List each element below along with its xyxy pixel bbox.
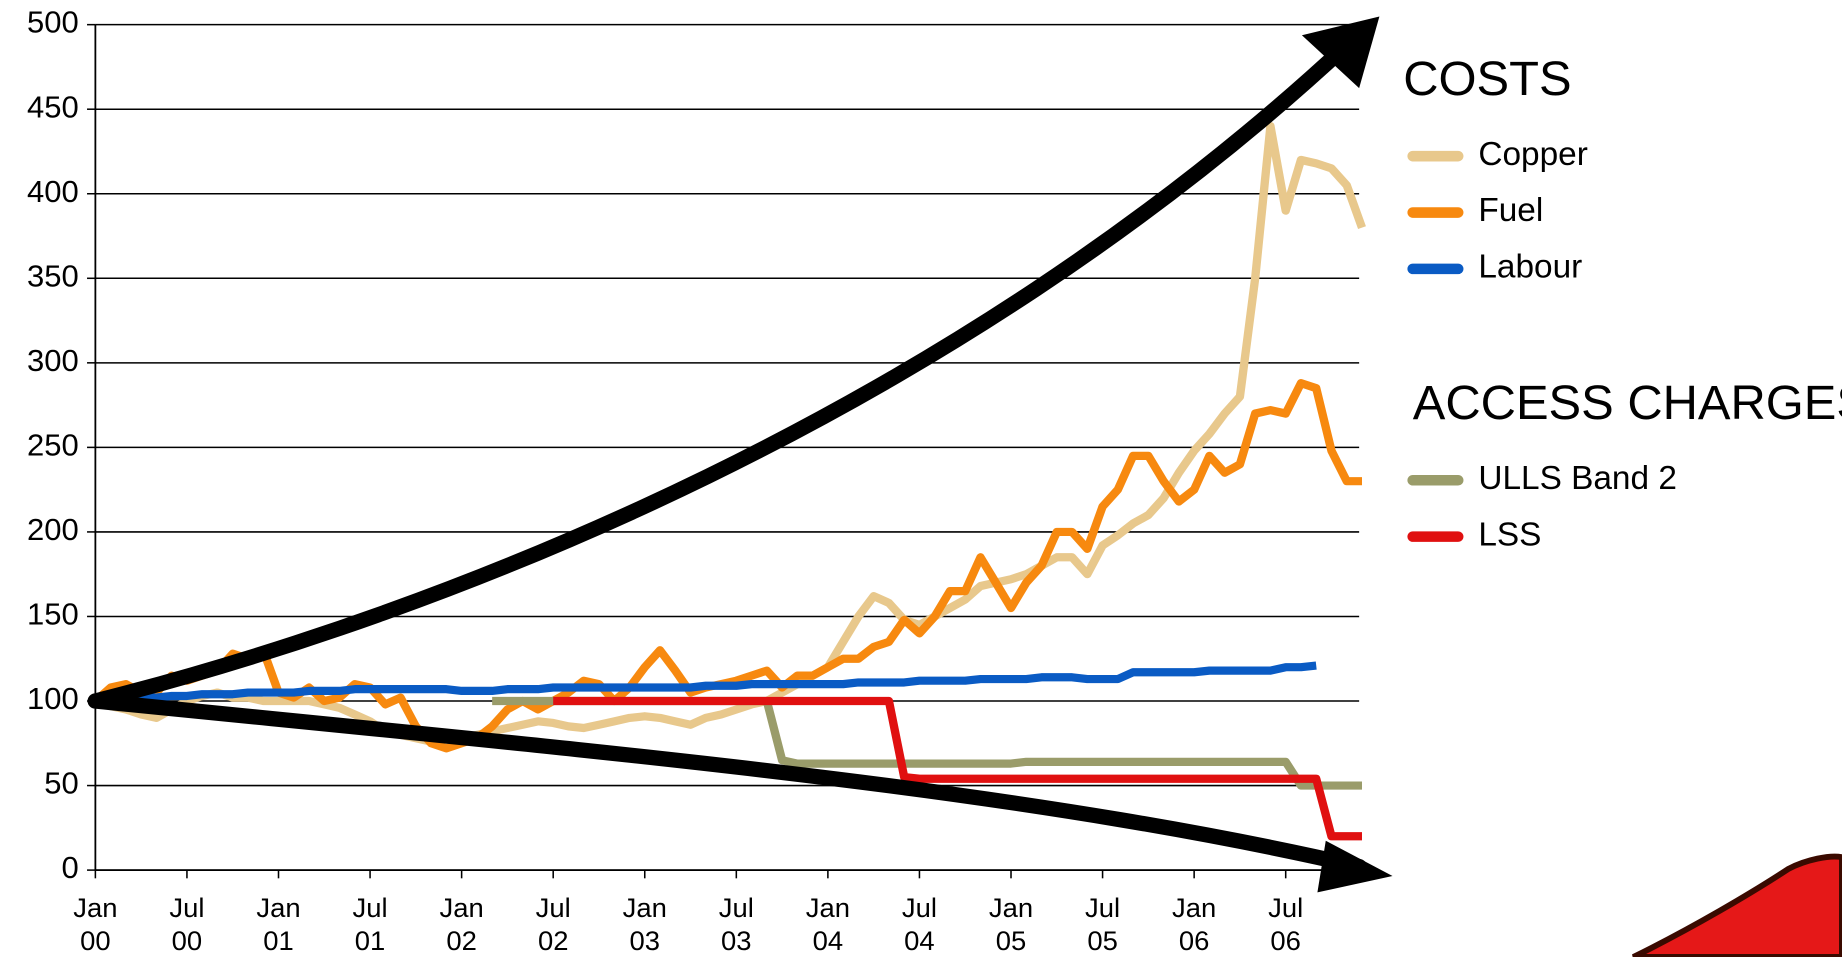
- series-line: [553, 696, 1363, 841]
- legend-label: Copper: [1478, 136, 1587, 173]
- x-tick-label: Jan 01: [256, 892, 301, 956]
- y-tick-label: 300: [27, 343, 79, 378]
- y-tick-label: 200: [27, 512, 79, 547]
- y-tick-label: 100: [27, 681, 79, 716]
- x-tick-label: Jan 03: [622, 892, 667, 956]
- arrowhead: [1317, 840, 1393, 893]
- trend-arrow: [87, 36, 1355, 709]
- y-tick-label: 0: [61, 850, 78, 885]
- x-tick-label: Jul 01: [352, 892, 388, 956]
- x-tick-label: Jul 04: [901, 892, 937, 956]
- y-tick-label: 250: [27, 428, 79, 463]
- y-tick-label: 500: [27, 5, 79, 40]
- x-tick-label: Jan 02: [439, 892, 484, 956]
- series-line: [94, 122, 1366, 746]
- series-line: [492, 696, 1363, 790]
- decoration: [1632, 853, 1842, 957]
- legend-title: ACCESS CHARGES: [1413, 376, 1842, 430]
- legend-title: COSTS: [1403, 52, 1571, 106]
- legend-label: Labour: [1478, 249, 1582, 286]
- y-tick-label: 50: [44, 766, 78, 801]
- x-tick-label: Jan 05: [988, 892, 1034, 956]
- legend-label: LSS: [1478, 517, 1541, 554]
- legend-label: ULLS Band 2: [1478, 460, 1677, 497]
- trend-arrow: [87, 693, 1367, 875]
- x-tick-label: Jan 00: [73, 892, 118, 956]
- y-tick-label: 350: [27, 259, 79, 294]
- series-line: [94, 661, 1317, 706]
- y-tick-label: 150: [27, 597, 79, 632]
- x-tick-label: Jul 02: [535, 892, 571, 956]
- x-tick-label: Jul 00: [169, 892, 205, 956]
- arrowhead: [1301, 16, 1380, 89]
- y-tick-label: 400: [27, 174, 79, 209]
- x-tick-label: Jul 03: [718, 892, 754, 956]
- legend-label: Fuel: [1478, 192, 1543, 229]
- x-tick-label: Jan 04: [805, 892, 850, 956]
- x-tick-label: Jan 06: [1172, 892, 1217, 956]
- x-tick-label: Jul 05: [1085, 892, 1121, 956]
- x-tick-label: Jul 06: [1268, 892, 1304, 956]
- y-tick-label: 450: [27, 89, 79, 124]
